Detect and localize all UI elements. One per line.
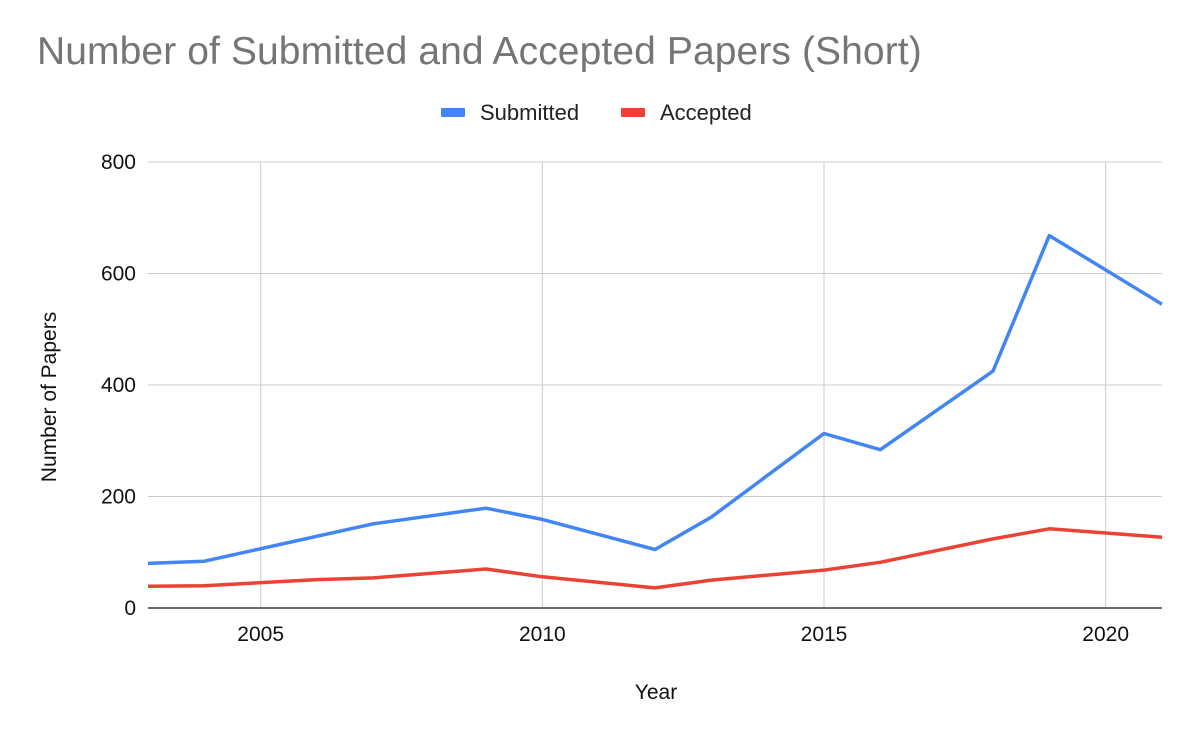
legend-item-accepted[interactable]: Accepted xyxy=(621,100,752,125)
legend-label-submitted: Submitted xyxy=(480,100,579,125)
y-tick-label: 600 xyxy=(101,263,136,286)
series-layer xyxy=(147,233,1163,609)
x-tick-label: 2005 xyxy=(237,623,284,646)
x-axis-ticks: 2005 2010 2015 2020 xyxy=(237,623,1129,646)
legend-swatch-submitted xyxy=(441,108,465,117)
x-tick-label: 2010 xyxy=(519,623,566,646)
y-tick-label: 400 xyxy=(101,374,136,397)
x-tick-label: 2015 xyxy=(801,623,848,646)
series-line-submitted[interactable] xyxy=(147,233,1163,566)
x-axis-title: Year xyxy=(635,681,677,704)
legend-label-accepted: Accepted xyxy=(660,100,752,125)
y-tick-label: 0 xyxy=(124,597,136,620)
legend-item-submitted[interactable]: Submitted xyxy=(441,100,579,125)
chart-title: Number of Submitted and Accepted Papers … xyxy=(37,30,922,73)
y-axis-title: Number of Papers xyxy=(38,312,61,482)
legend-swatch-accepted xyxy=(621,108,645,117)
y-axis-ticks: 0 200 400 600 800 xyxy=(101,151,136,620)
y-tick-label: 800 xyxy=(101,151,136,174)
series-line-accepted[interactable] xyxy=(147,527,1163,590)
legend[interactable]: Submitted Accepted xyxy=(441,100,752,125)
x-tick-label: 2020 xyxy=(1082,623,1129,646)
y-tick-label: 200 xyxy=(101,486,136,509)
